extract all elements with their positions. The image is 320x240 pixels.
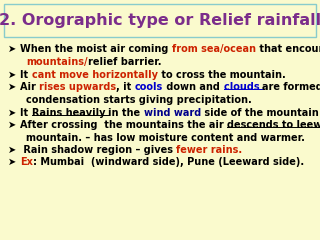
Text: condensation starts giving precipitation.: condensation starts giving precipitation… (26, 95, 252, 105)
Text: fewer rains.: fewer rains. (176, 145, 243, 155)
Text: side of the mountain region.: side of the mountain region. (201, 108, 320, 118)
Text: It: It (20, 108, 31, 118)
Text: Rain shadow region – gives: Rain shadow region – gives (20, 145, 176, 155)
Text: down and: down and (163, 82, 223, 92)
Text: clouds: clouds (223, 82, 262, 92)
Text: , it: , it (116, 82, 135, 92)
Text: ➤: ➤ (8, 44, 16, 54)
Text: are formed  and: are formed and (262, 82, 320, 92)
Text: When the moist air coming: When the moist air coming (20, 44, 172, 54)
Text: descends to leeward side: descends to leeward side (227, 120, 320, 130)
Text: It: It (20, 70, 31, 80)
Text: in the: in the (108, 108, 144, 118)
Text: rises upwards: rises upwards (39, 82, 116, 92)
Text: to cross the mountain.: to cross the mountain. (157, 70, 285, 80)
Text: mountains/: mountains/ (26, 57, 87, 67)
Text: relief barrier.: relief barrier. (87, 57, 161, 67)
Text: cools: cools (135, 82, 163, 92)
Text: ➤: ➤ (8, 120, 16, 130)
Text: from sea/ocean: from sea/ocean (172, 44, 256, 54)
Text: 2. Orographic type or Relief rainfall: 2. Orographic type or Relief rainfall (0, 13, 320, 28)
Text: Ex: Ex (20, 157, 33, 167)
Text: Air: Air (20, 82, 39, 92)
Text: cant move horizontally: cant move horizontally (31, 70, 157, 80)
Text: : Mumbai  (windward side), Pune (Leeward side).: : Mumbai (windward side), Pune (Leeward … (33, 157, 304, 167)
Text: ➤: ➤ (8, 157, 16, 167)
Text: ➤: ➤ (8, 145, 16, 155)
FancyBboxPatch shape (4, 4, 316, 37)
Text: ➤: ➤ (8, 82, 16, 92)
Text: wind ward: wind ward (144, 108, 201, 118)
Text: ➤: ➤ (8, 108, 16, 118)
Text: ➤: ➤ (8, 70, 16, 80)
Text: that encounter the: that encounter the (256, 44, 320, 54)
Text: mountain. – has low moisture content and warmer.: mountain. – has low moisture content and… (26, 133, 305, 143)
Text: Rains heavily: Rains heavily (31, 108, 108, 118)
Text: After crossing  the mountains the air: After crossing the mountains the air (20, 120, 227, 130)
